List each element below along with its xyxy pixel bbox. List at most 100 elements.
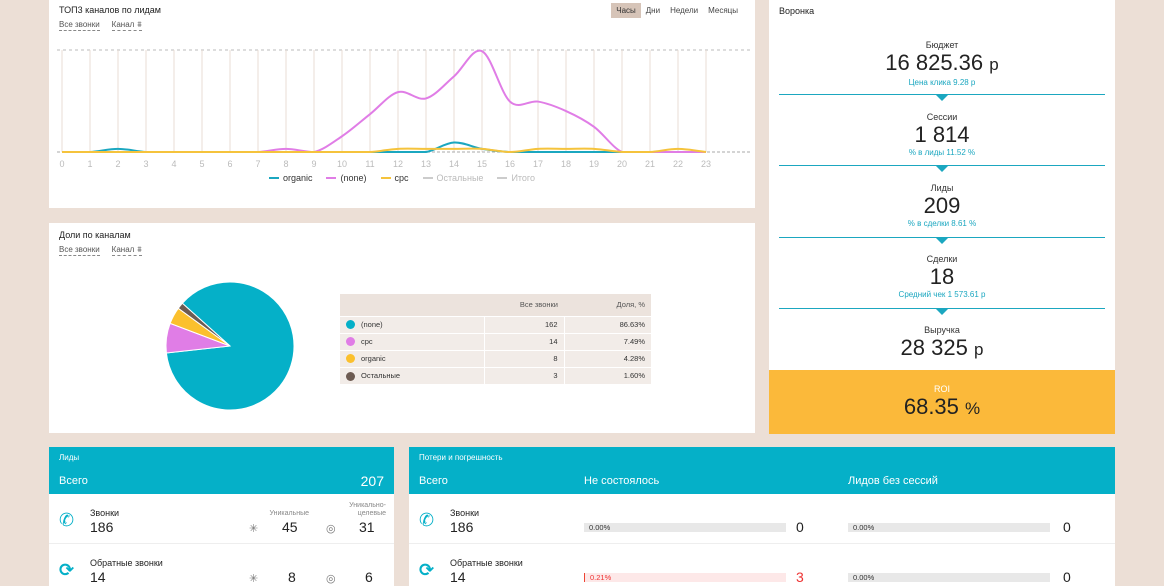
unique-target-caption: Уникально-целевые: [349, 502, 386, 517]
losses-header: Потери и погрешность Всего Не состоялось…: [409, 447, 1115, 494]
total-label: Всего: [59, 474, 88, 487]
callback-icon: ⟳: [59, 560, 75, 580]
legend-none[interactable]: (none): [326, 173, 367, 183]
card-title: Потери и погрешность: [419, 453, 503, 462]
card-title: Доли по каналам: [59, 230, 131, 240]
roi-value: 68.35: [903, 394, 959, 419]
range-hours[interactable]: Часы: [611, 3, 641, 18]
x-tick-label: 14: [449, 159, 459, 169]
pie-slice[interactable]: [165, 281, 295, 411]
x-tick-label: 17: [533, 159, 543, 169]
col-no-session: Лидов без сессий: [848, 474, 938, 487]
no-session-bar: 0.00%: [848, 573, 1050, 582]
list-item: ⟳ Обратные звонки 14 ✳ 8 ◎ 6: [59, 558, 373, 585]
funnel-stage-deals: Сделки 18 Средний чек 1 573.61 р: [898, 254, 986, 299]
x-tick-label: 6: [227, 159, 232, 169]
col-calls: Все звонки: [484, 294, 564, 316]
x-tick-label: 12: [393, 159, 403, 169]
legend-swatch: [326, 177, 337, 179]
callback-icon: ⟳: [419, 560, 435, 580]
roi-label: ROI: [933, 384, 950, 394]
legend-other[interactable]: Остальные: [422, 173, 483, 183]
col-share: Доля, %: [564, 294, 651, 316]
x-tick-label: 18: [561, 159, 571, 169]
unique-caption: Уникальные: [269, 510, 309, 517]
total-value: 207: [360, 472, 384, 489]
filter-calls[interactable]: Все звонки: [59, 20, 100, 31]
pie-slice[interactable]: [177, 302, 231, 347]
table-row: cpc 14 7.49%: [340, 332, 651, 350]
series-dot: [346, 354, 355, 364]
failed-bar: 0.00%: [584, 523, 786, 532]
no-session-bar: 0.00%: [848, 523, 1050, 532]
range-weeks[interactable]: Недели: [670, 6, 699, 15]
series-line-cpc: [61, 147, 707, 154]
chart-legend: organic (none) cpc Остальные Итого: [49, 173, 755, 183]
pie-chart: [165, 281, 295, 411]
funnel-stage-budget: Бюджет 16 825.36 р Цена клика 9.28 р: [885, 40, 999, 87]
range-days[interactable]: Дни: [645, 6, 661, 15]
funnel-card: Воронка Бюджет 16 825.36 р Цена клика 9.…: [769, 0, 1115, 434]
funnel-glyph-icon: ⩩: [137, 245, 142, 254]
card-title: ТОП3 каналов по лидам: [59, 5, 161, 15]
table-row: Остальные 3 1.60%: [340, 366, 651, 384]
failed-bar: 0.21%: [584, 573, 786, 582]
series-dot: [346, 320, 355, 330]
asterisk-icon: ✳: [249, 573, 259, 585]
funnel-stage-sessions: Сессии 1 814 % в лиды 11.52 %: [908, 112, 976, 157]
series-dot: [346, 371, 355, 381]
share-table: Все звонки Доля, % (none) 162 86.63% cpc…: [340, 294, 651, 384]
x-tick-label: 20: [617, 159, 627, 169]
legend-cpc[interactable]: cpc: [380, 173, 409, 183]
x-tick-label: 23: [701, 159, 711, 169]
x-tick-label: 1: [87, 159, 92, 169]
top3-channels-card: ТОП3 каналов по лидам Все звонки Канал ⩩ …: [49, 0, 755, 208]
table-row: organic 8 4.28%: [340, 349, 651, 367]
table-row: (none) 162 86.63%: [340, 315, 651, 333]
x-tick-label: 21: [645, 159, 655, 169]
series-line-none: [61, 49, 706, 154]
x-tick-label: 16: [505, 159, 515, 169]
legend-total[interactable]: Итого: [497, 173, 535, 183]
filter-calls[interactable]: Все звонки: [59, 245, 100, 256]
card-title: Воронка: [779, 6, 815, 16]
channel-share-card: Доли по каналам Все звонки Канал ⩩ Все зв…: [49, 223, 755, 433]
line-chart: 0 1 2 3 4 5 6 7 8 9 10 11 12 13 14 15 16 17 18 19 20 21 22 23: [57, 49, 751, 169]
legend-swatch: [422, 177, 433, 179]
x-tick-label: 11: [365, 159, 374, 169]
series-dot: [346, 337, 355, 347]
legend-swatch: [497, 177, 508, 179]
legend-organic[interactable]: organic: [268, 173, 312, 183]
list-item: ✆ Звонки 186 0.00% 0 0.00% 0: [409, 494, 1115, 544]
list-item: ⟳ Обратные звонки 14 0.21% 3 0.00% 0: [419, 558, 1071, 585]
leads-card: Лиды Всего 207 ✆ Звонки 186 Уникальные ✳…: [49, 447, 394, 586]
x-tick-label: 0: [59, 159, 64, 169]
phone-icon: ✆: [419, 510, 435, 530]
leads-header: Лиды Всего 207: [49, 447, 394, 494]
col-total: Всего: [419, 474, 448, 487]
x-tick-label: 22: [673, 159, 683, 169]
x-tick-label: 7: [255, 159, 260, 169]
filters: Все звонки Канал ⩩: [59, 245, 142, 256]
x-tick-label: 2: [115, 159, 120, 169]
target-icon: ◎: [326, 523, 336, 535]
x-tick-label: 19: [589, 159, 599, 169]
x-tick-label: 10: [337, 159, 347, 169]
asterisk-icon: ✳: [249, 523, 259, 535]
range-months[interactable]: Месяцы: [708, 6, 738, 15]
target-icon: ◎: [326, 573, 336, 585]
filter-channel[interactable]: Канал ⩩: [111, 245, 142, 256]
losses-card: Потери и погрешность Всего Не состоялось…: [409, 447, 1115, 586]
x-tick-label: 8: [283, 159, 288, 169]
filter-channel[interactable]: Канал ⩩: [111, 20, 142, 31]
col-failed: Не состоялось: [584, 474, 660, 487]
x-tick-label: 15: [477, 159, 487, 169]
list-item: ✆ Звонки 186 Уникальные ✳ 45 Уникально-ц…: [49, 494, 394, 544]
phone-icon: ✆: [59, 510, 75, 530]
legend-swatch: [380, 177, 391, 179]
x-tick-label: 3: [143, 159, 148, 169]
funnel-stage-revenue: Выручка 28 325 р: [900, 325, 984, 360]
time-range-switch: Часы Дни Недели Месяцы: [611, 3, 743, 18]
x-tick-label: 9: [311, 159, 316, 169]
card-title: Лиды: [59, 453, 80, 462]
